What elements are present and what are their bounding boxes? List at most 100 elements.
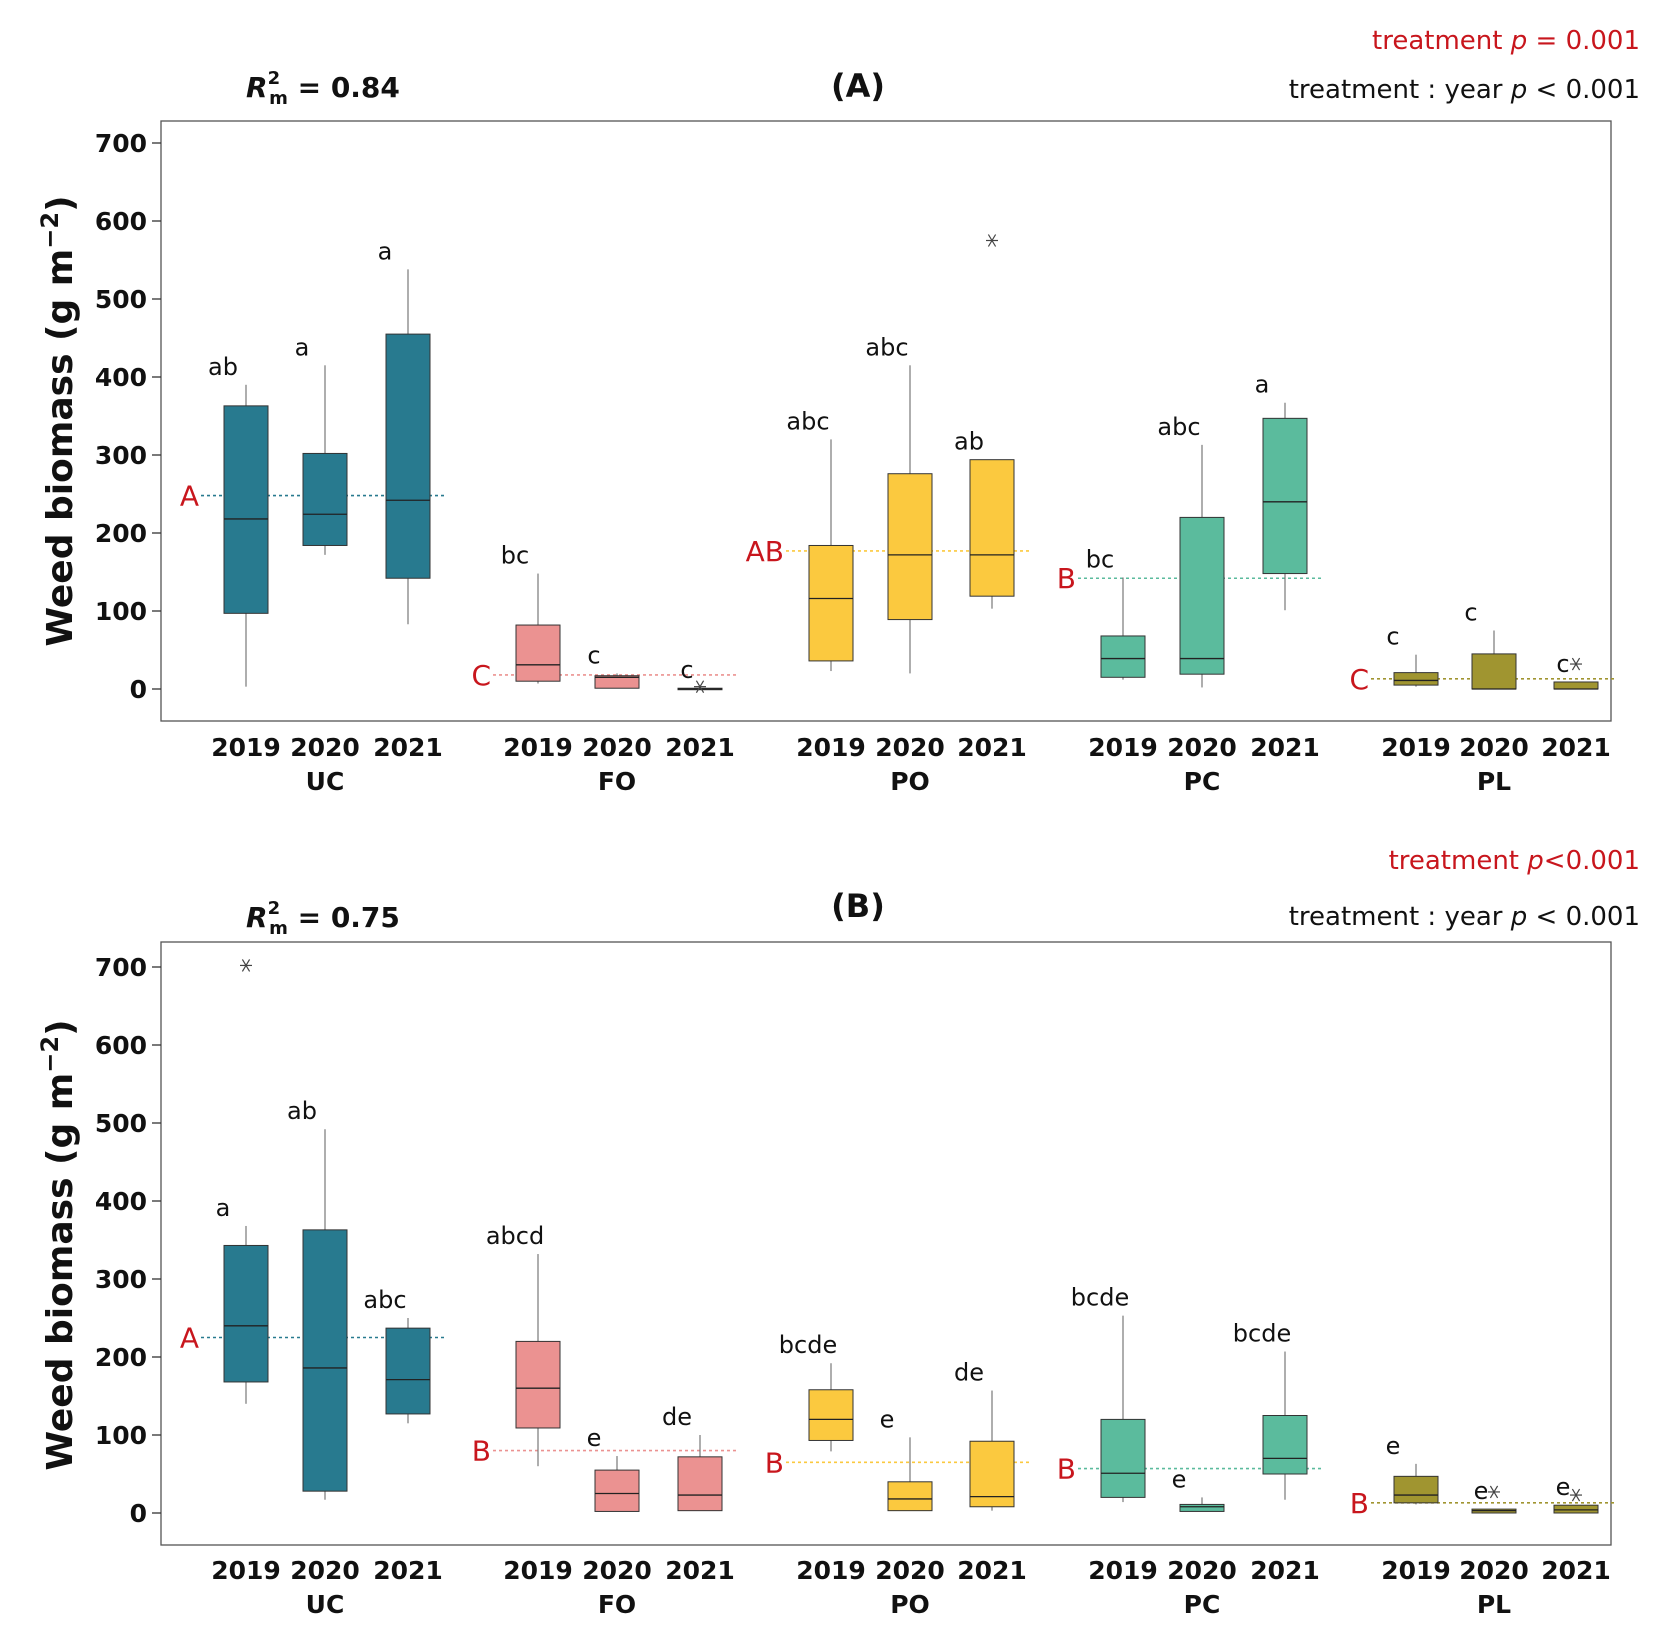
box-iqr bbox=[808, 1389, 854, 1441]
x-year-label: 2020 bbox=[1167, 1556, 1237, 1585]
x-year-label: 2021 bbox=[665, 733, 735, 762]
treatment-letter: A bbox=[180, 1322, 199, 1355]
x-year-label: 2021 bbox=[957, 1556, 1027, 1585]
treatment-stat: treatment p = 0.001 bbox=[1372, 26, 1640, 56]
box-pl-2019: e 2019 bbox=[1381, 1432, 1451, 1585]
x-year-label: 2021 bbox=[1541, 1556, 1611, 1585]
y-tick-label: 700 bbox=[95, 129, 147, 158]
box-pl-2020: c 2020 bbox=[1459, 599, 1529, 763]
y-tick-label: 0 bbox=[130, 1499, 147, 1528]
box-uc-2019: a 2019 bbox=[211, 959, 281, 1585]
box-uc-2019: ab 2019 bbox=[208, 353, 281, 762]
significance-letter: de bbox=[662, 1403, 692, 1431]
outlier-stroke bbox=[695, 680, 705, 693]
x-group-label: UC bbox=[306, 1590, 345, 1619]
x-group-label: PO bbox=[890, 767, 930, 796]
box-iqr bbox=[594, 1469, 640, 1512]
significance-letter: e bbox=[1556, 1473, 1571, 1501]
outlier-marker bbox=[1570, 657, 1582, 671]
box-iqr bbox=[887, 473, 933, 621]
box-pc-2021: bcde 2021 bbox=[1233, 1320, 1320, 1585]
box-fo-2021: de 2021 bbox=[662, 1403, 735, 1585]
box-iqr bbox=[1100, 635, 1146, 678]
x-group-label: PC bbox=[1184, 767, 1221, 796]
significance-letter: ab bbox=[208, 353, 238, 381]
x-year-label: 2019 bbox=[503, 733, 573, 762]
y-tick-label: 300 bbox=[95, 1265, 147, 1294]
significance-letter: abc bbox=[865, 333, 908, 361]
treatment-letter: C bbox=[471, 659, 491, 692]
significance-letter: bc bbox=[1086, 545, 1114, 573]
box-pl-2021: e 2021 bbox=[1541, 1473, 1611, 1585]
x-year-label: 2021 bbox=[1250, 1556, 1320, 1585]
x-year-label: 2020 bbox=[582, 733, 652, 762]
box-po-2021: de 2021 bbox=[954, 1359, 1027, 1585]
box-iqr bbox=[969, 1440, 1015, 1508]
significance-letter: c bbox=[1556, 650, 1569, 678]
plot-frame bbox=[160, 941, 1612, 1546]
box-iqr bbox=[969, 459, 1015, 597]
box-po-2021: ab 2021 bbox=[954, 234, 1027, 762]
box-po-2019: abc 2019 bbox=[786, 407, 865, 762]
x-year-label: 2019 bbox=[211, 1556, 281, 1585]
box-iqr bbox=[302, 452, 348, 546]
panel-a: 0 100 200 300 400 500 600 700 Weed biomass (g m−… bbox=[36, 26, 1640, 796]
group-uc: Aa 2019 ab 2020 abc 2021 UC bbox=[180, 959, 446, 1619]
y-tick-label: 200 bbox=[95, 1343, 147, 1372]
x-year-label: 2019 bbox=[1381, 1556, 1451, 1585]
x-year-label: 2021 bbox=[1541, 733, 1611, 762]
box-iqr bbox=[887, 1481, 933, 1512]
box-pc-2020: abc 2020 bbox=[1157, 413, 1236, 762]
box-iqr bbox=[1393, 672, 1439, 686]
box-po-2019: bcde 2019 bbox=[779, 1331, 866, 1585]
treatment-letter: C bbox=[1349, 663, 1369, 696]
x-year-label: 2019 bbox=[796, 1556, 866, 1585]
significance-letter: e bbox=[1386, 1432, 1401, 1460]
panel-b: 0 100 200 300 400 500 600 700 Weed biomass (g m−… bbox=[36, 846, 1640, 1619]
y-tick-label: 500 bbox=[95, 285, 147, 314]
x-group-label: PC bbox=[1184, 1590, 1221, 1619]
x-year-label: 2019 bbox=[1088, 1556, 1158, 1585]
x-year-label: 2021 bbox=[1250, 733, 1320, 762]
x-year-label: 2020 bbox=[1167, 733, 1237, 762]
treatment-letter: B bbox=[472, 1435, 491, 1468]
y-tick-label: 0 bbox=[130, 675, 147, 704]
box-iqr bbox=[1471, 653, 1517, 690]
box-pc-2019: bc 2019 bbox=[1086, 545, 1158, 762]
treatment-letter: B bbox=[1057, 1453, 1076, 1486]
group-pc: Bbc 2019 abc 2020 a 2021 PC bbox=[1057, 371, 1323, 796]
x-year-label: 2019 bbox=[211, 733, 281, 762]
y-tick-label: 300 bbox=[95, 441, 147, 470]
significance-letter: c bbox=[1464, 599, 1477, 627]
outlier-stroke bbox=[1571, 657, 1581, 671]
interaction-stat: treatment : year p < 0.001 bbox=[1289, 902, 1640, 932]
x-year-label: 2020 bbox=[875, 1556, 945, 1585]
box-iqr bbox=[1262, 1415, 1308, 1475]
y-tick-label: 400 bbox=[95, 363, 147, 392]
treatment-letter: B bbox=[1057, 562, 1076, 595]
box-iqr bbox=[1393, 1475, 1439, 1504]
significance-letter: ab bbox=[287, 1097, 317, 1125]
significance-letter: a bbox=[378, 237, 393, 265]
x-group-label: PL bbox=[1477, 767, 1511, 796]
significance-letter: a bbox=[1255, 371, 1270, 399]
x-year-label: 2020 bbox=[582, 1556, 652, 1585]
box-pl-2021: c 2021 bbox=[1541, 650, 1611, 762]
box-uc-2020: a 2020 bbox=[290, 333, 360, 762]
box-po-2020: e 2020 bbox=[875, 1405, 945, 1585]
box-pl-2020: e 2020 bbox=[1459, 1477, 1529, 1585]
outlier-stroke bbox=[1489, 1485, 1499, 1499]
box-po-2020: abc 2020 bbox=[865, 333, 944, 762]
box-iqr bbox=[385, 333, 431, 579]
outlier-stroke bbox=[1571, 1488, 1581, 1502]
outlier-marker bbox=[694, 680, 706, 693]
significance-letter: e bbox=[880, 1405, 895, 1433]
x-year-label: 2021 bbox=[665, 1556, 735, 1585]
outlier-marker bbox=[1570, 1488, 1582, 1502]
significance-letter: abc bbox=[786, 407, 829, 435]
interaction-stat: treatment : year p < 0.001 bbox=[1289, 75, 1640, 105]
y-tick-label: 200 bbox=[95, 519, 147, 548]
box-iqr bbox=[515, 1340, 561, 1429]
